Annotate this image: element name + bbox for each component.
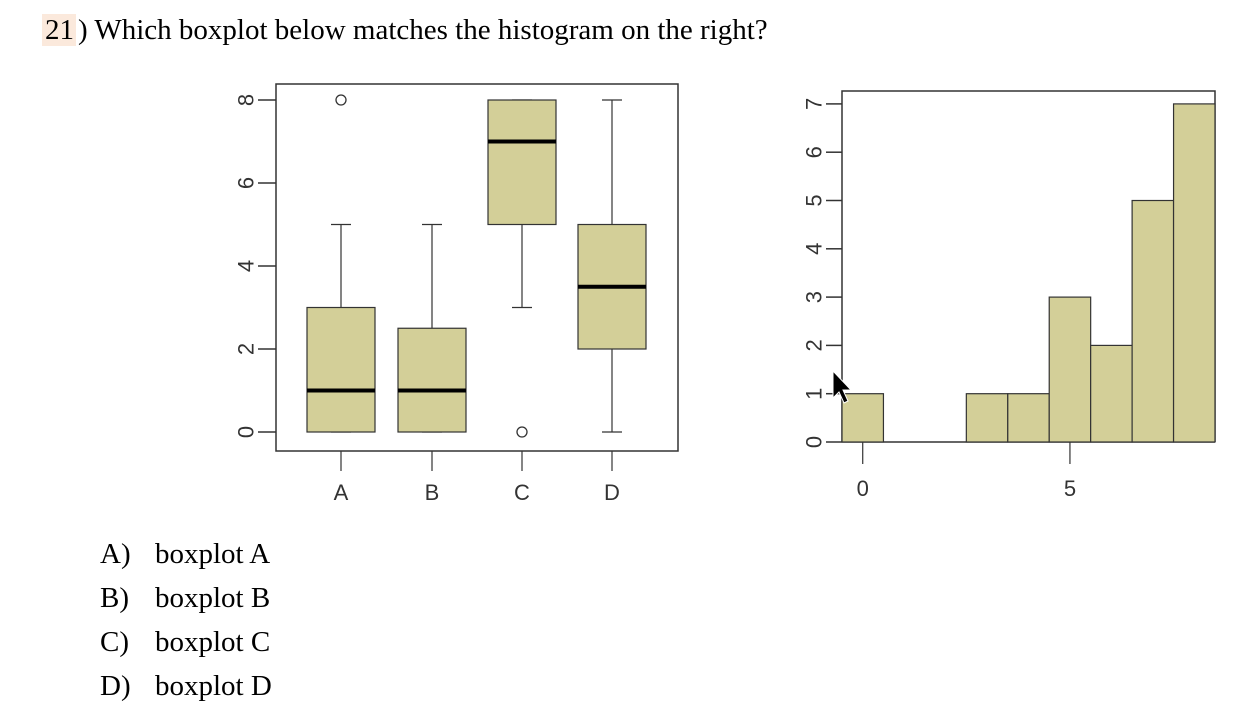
plot-frame — [275, 83, 679, 452]
x-tick-label: 0 — [857, 476, 869, 501]
choice-letter: B) — [100, 582, 129, 614]
histogram-chart: 0 1 2 3 4 5 6 7 0 5 — [802, 90, 1216, 501]
y-tick-label: 4 — [234, 260, 259, 272]
y-tick-label: 7 — [802, 98, 827, 110]
y-tick-label: 6 — [234, 177, 259, 189]
x-tick-label: B — [425, 480, 440, 505]
histogram-bar — [1048, 296, 1092, 443]
choice-text: boxplot A — [155, 538, 271, 570]
histogram-bar — [1131, 199, 1175, 443]
choice-a[interactable]: A) boxplot A — [100, 536, 272, 580]
y-tick-label: 2 — [802, 339, 827, 351]
outlier-point — [335, 94, 347, 106]
choice-text: boxplot C — [155, 626, 271, 658]
question-number: 21 — [42, 14, 76, 46]
choice-letter: A) — [100, 538, 131, 570]
y-tick-label: 4 — [802, 243, 827, 255]
y-tick-label: 0 — [234, 426, 259, 438]
box — [306, 306, 376, 433]
x-tick-label: 5 — [1064, 476, 1076, 501]
histogram-bar — [965, 393, 1009, 443]
box — [397, 327, 467, 433]
y-tick-label: 3 — [802, 291, 827, 303]
y-tick-label: 1 — [802, 388, 827, 400]
histogram-bar — [1090, 344, 1133, 443]
y-tick-label: 0 — [802, 436, 827, 448]
choice-letter: D) — [100, 670, 131, 702]
choice-c[interactable]: C) boxplot C — [100, 624, 272, 668]
question-text: 21) Which boxplot below matches the hist… — [42, 12, 768, 48]
choice-text: boxplot B — [155, 582, 271, 614]
answer-choices: A) boxplot A B) boxplot B C) boxplot C D) bo… — [100, 536, 272, 712]
histogram-bar — [1172, 103, 1216, 443]
mouse-cursor-icon — [832, 369, 853, 404]
choice-b[interactable]: B) boxplot B — [100, 580, 272, 624]
box — [487, 99, 557, 226]
question-prompt: ) Which boxplot below matches the histog… — [78, 14, 768, 46]
x-tick-label: D — [604, 480, 620, 505]
boxplot-chart: 0 2 4 6 8 A B C D — [234, 83, 679, 505]
y-tick-label: 6 — [802, 146, 827, 158]
y-tick-label: 2 — [234, 343, 259, 355]
histogram-bar — [1007, 393, 1050, 443]
choice-d[interactable]: D) boxplot D — [100, 668, 272, 712]
y-tick-label: 5 — [802, 194, 827, 206]
outlier-point — [516, 426, 528, 438]
x-tick-label: A — [334, 480, 349, 505]
choice-text: boxplot D — [155, 670, 272, 702]
y-tick-label: 8 — [234, 94, 259, 106]
choice-letter: C) — [100, 626, 129, 658]
x-tick-label: C — [514, 480, 530, 505]
